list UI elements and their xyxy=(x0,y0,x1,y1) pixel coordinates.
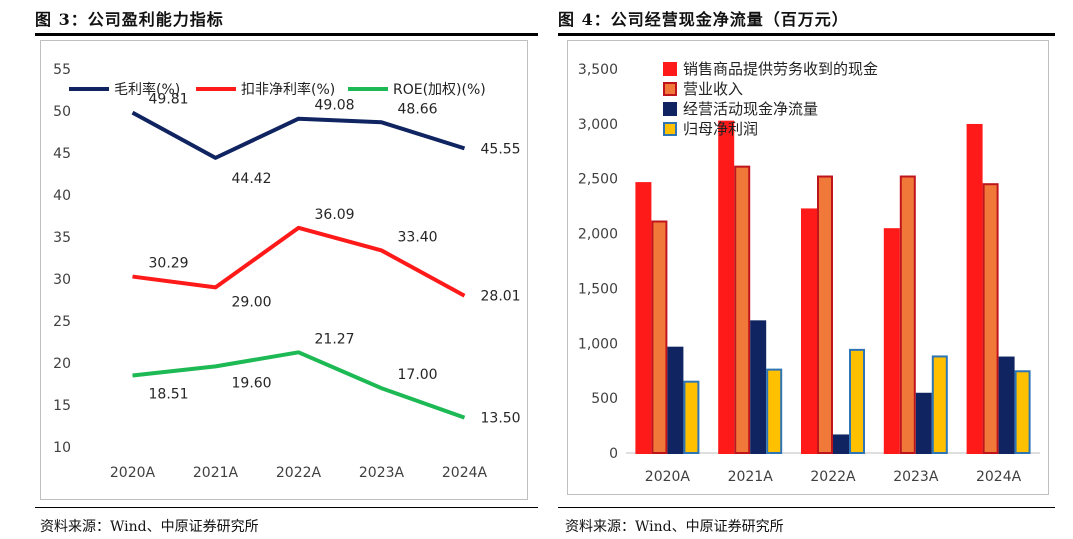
profitability-line-chart: 10 15 20 25 30 35 40 45 50 55 2020A 2021A 2022A 2023A… xyxy=(53,62,521,481)
legend-label: 营业收入 xyxy=(683,80,743,98)
legend-swatch xyxy=(663,82,677,96)
series-line xyxy=(132,350,466,420)
bar xyxy=(849,348,865,454)
y-tick-label: 20 xyxy=(53,356,71,372)
legend-label: 扣非净利率(%) xyxy=(241,81,335,98)
x-tick-label: 2021A xyxy=(193,465,239,481)
bar xyxy=(734,165,751,454)
legend-label: 销售商品提供劳务收到的现金 xyxy=(683,60,878,78)
y-tick-label: 25 xyxy=(53,314,71,330)
x-tick-label: 2023A xyxy=(359,465,405,481)
bar xyxy=(915,392,932,454)
y-tick-label: 2,500 xyxy=(578,172,618,188)
y-tick-label: 50 xyxy=(53,104,71,120)
data-label: 28.01 xyxy=(481,289,521,305)
data-label: 49.08 xyxy=(315,98,355,114)
y-tick-label: 40 xyxy=(53,188,71,204)
right-source-rule xyxy=(558,507,1055,508)
bar xyxy=(1014,370,1031,454)
y-tick-label: 15 xyxy=(53,398,71,414)
data-label: 33.40 xyxy=(398,229,438,245)
bar xyxy=(766,368,783,455)
left-title-rule xyxy=(35,33,538,36)
bar xyxy=(931,355,948,454)
left-figure-title: 图 3：公司盈利能力指标 xyxy=(35,10,224,29)
y-tick-label: 35 xyxy=(53,230,71,246)
y-tick-label: 10 xyxy=(53,440,71,456)
data-label: 48.66 xyxy=(398,101,438,117)
bar xyxy=(883,228,900,454)
bar xyxy=(899,175,916,455)
bar xyxy=(683,380,700,454)
bar xyxy=(750,320,767,455)
data-label: 36.09 xyxy=(315,207,355,223)
y-tick-label: 3,500 xyxy=(578,62,618,78)
y-tick-label: 0 xyxy=(609,446,618,462)
legend-label: 经营活动现金净流量 xyxy=(683,100,818,118)
bar xyxy=(718,120,735,454)
bar xyxy=(651,220,668,454)
y-tick-label: 1,500 xyxy=(578,281,618,297)
legend-swatch xyxy=(663,102,677,116)
legend-swatch xyxy=(663,62,677,76)
legend-swatch xyxy=(663,122,677,136)
x-tick-label: 2020A xyxy=(110,465,156,481)
legend-label: 归母净利润 xyxy=(683,120,758,138)
x-tick-label: 2023A xyxy=(893,469,939,485)
series-line xyxy=(132,225,466,298)
cashflow-bar-chart: 0 500 1,000 1,500 2,000 2,500 3,000 3,500 2020A 2… xyxy=(578,60,1040,485)
x-tick-label: 2021A xyxy=(728,469,774,485)
y-tick-label: 1,000 xyxy=(578,336,618,352)
right-chart-panel: 0 500 1,000 1,500 2,000 2,500 3,000 3,500 2020A 2… xyxy=(567,40,1049,495)
x-tick-label: 2022A xyxy=(276,465,322,481)
series-line xyxy=(131,110,466,160)
x-tick-label: 2020A xyxy=(645,469,691,485)
data-label: 18.51 xyxy=(149,387,189,403)
data-label: 29.00 xyxy=(232,294,272,310)
bar xyxy=(966,123,983,454)
x-tick-label: 2022A xyxy=(810,469,856,485)
right-source-note: 资料来源：Wind、中原证券研究所 xyxy=(565,519,784,535)
bar xyxy=(817,175,833,455)
left-source-note: 资料来源：Wind、中原证券研究所 xyxy=(40,519,259,535)
data-label: 45.55 xyxy=(481,141,521,157)
y-tick-label: 55 xyxy=(53,62,71,78)
bar xyxy=(667,346,684,454)
data-label: 19.60 xyxy=(232,375,272,391)
bar xyxy=(801,208,817,454)
y-tick-label: 45 xyxy=(53,146,71,162)
data-label: 13.50 xyxy=(481,411,521,427)
right-figure-title: 图 4：公司经营现金净流量（百万元） xyxy=(558,10,849,29)
legend-label: ROE(加权)(%) xyxy=(393,82,486,98)
legend-label: 毛利率(%) xyxy=(114,81,180,98)
y-tick-label: 30 xyxy=(53,272,71,288)
bar xyxy=(982,183,999,454)
right-title-rule xyxy=(558,33,1055,36)
bar xyxy=(998,356,1015,455)
data-label: 21.27 xyxy=(315,331,355,347)
x-tick-label: 2024A xyxy=(442,465,488,481)
data-label: 49.81 xyxy=(149,92,189,108)
bar xyxy=(833,434,849,454)
left-chart-panel: 10 15 20 25 30 35 40 45 50 55 2020A 2021A 2022A 2023A… xyxy=(40,40,528,500)
data-label: 17.00 xyxy=(398,367,438,383)
data-label: 30.29 xyxy=(149,256,189,272)
y-tick-label: 500 xyxy=(591,391,618,407)
y-tick-label: 3,000 xyxy=(578,117,618,133)
data-label: 44.42 xyxy=(232,171,272,187)
y-tick-label: 2,000 xyxy=(578,227,618,243)
x-tick-label: 2024A xyxy=(976,469,1022,485)
left-source-rule xyxy=(35,507,538,508)
bar xyxy=(635,182,652,455)
